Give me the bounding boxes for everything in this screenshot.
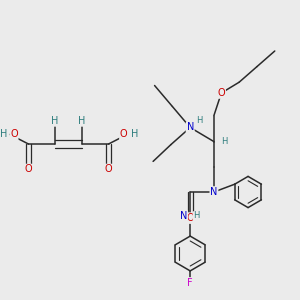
Text: N: N (210, 187, 218, 197)
Text: H: H (221, 137, 228, 146)
Text: H: H (78, 116, 85, 126)
Text: O: O (10, 129, 18, 140)
Text: O: O (218, 88, 225, 98)
Text: O: O (25, 164, 32, 175)
Text: H: H (52, 116, 59, 126)
Text: F: F (188, 278, 193, 288)
Text: H: H (131, 129, 138, 140)
Text: O: O (105, 164, 112, 175)
Text: N: N (187, 122, 194, 133)
Text: H: H (0, 129, 8, 140)
Text: O: O (120, 129, 127, 140)
Text: H: H (193, 212, 199, 220)
Text: H: H (196, 116, 203, 125)
Text: N: N (180, 211, 188, 221)
Text: O: O (186, 213, 194, 223)
